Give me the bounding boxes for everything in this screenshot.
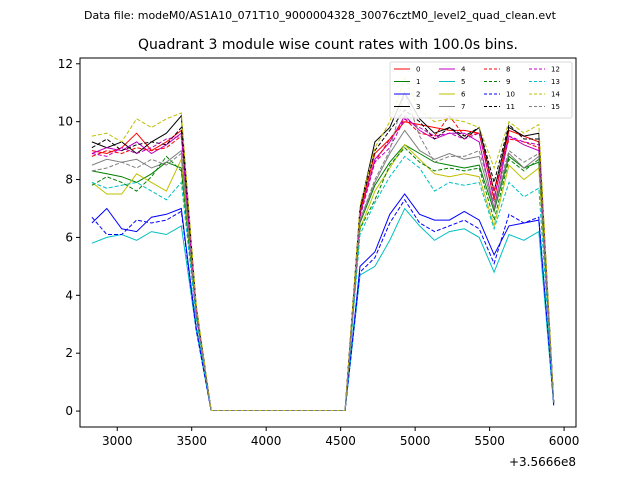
y-tick-label: 10	[58, 115, 73, 129]
x-tick-label: 6000	[549, 434, 580, 448]
series-line-5	[91, 207, 555, 411]
series-line-10	[91, 198, 555, 411]
chart-title: Quadrant 3 module wise count rates with …	[138, 37, 518, 53]
legend-label-12: 12	[551, 66, 560, 74]
series-line-6	[91, 144, 555, 411]
legend-label-3: 3	[416, 103, 420, 111]
legend-label-14: 14	[551, 91, 560, 99]
series-line-8	[91, 115, 555, 411]
x-tick-label: 4000	[251, 434, 282, 448]
y-tick-label: 0	[65, 404, 73, 418]
legend-label-0: 0	[416, 66, 420, 74]
legend-label-13: 13	[551, 78, 560, 86]
series-line-9	[91, 146, 555, 411]
axes-frame	[79, 57, 577, 428]
series-line-2	[91, 193, 555, 411]
x-tick-label: 3000	[102, 434, 133, 448]
legend-label-1: 1	[416, 78, 420, 86]
legend-label-5: 5	[461, 78, 465, 86]
x-tick-label: 5500	[474, 434, 505, 448]
legend-label-4: 4	[461, 66, 466, 74]
legend-label-7: 7	[461, 103, 465, 111]
y-tick-label: 4	[65, 288, 73, 302]
chart-suptitle: Data file: modeM0/AS1A10_071T10_90000043…	[84, 9, 557, 22]
x-tick-label: 5000	[400, 434, 431, 448]
x-tick-label: 4500	[325, 434, 356, 448]
series-line-1	[91, 144, 555, 411]
legend-label-6: 6	[461, 91, 466, 99]
series-line-14	[91, 76, 555, 411]
y-tick-label: 2	[65, 346, 73, 360]
legend-box	[389, 61, 573, 119]
series-line-12	[91, 118, 555, 411]
x-offset-label: +3.5666e8	[509, 455, 576, 469]
series-line-15	[91, 90, 555, 411]
legend-label-2: 2	[416, 91, 420, 99]
plot-area	[91, 76, 555, 411]
legend-label-8: 8	[506, 66, 510, 74]
series-line-4	[91, 115, 555, 411]
y-tick-label: 8	[65, 173, 73, 187]
legend-label-9: 9	[506, 78, 510, 86]
y-axis: 0 2 4 6 8 10 12	[58, 57, 80, 418]
legend-label-15: 15	[551, 103, 560, 111]
y-tick-label: 12	[58, 57, 73, 71]
legend-label-11: 11	[506, 103, 515, 111]
series-line-7	[91, 129, 555, 411]
legend-label-10: 10	[506, 91, 515, 99]
y-tick-label: 6	[65, 230, 73, 244]
x-tick-label: 3500	[176, 434, 207, 448]
x-axis: 3000 3500 4000 4500 5000 5500 6000	[102, 427, 579, 448]
